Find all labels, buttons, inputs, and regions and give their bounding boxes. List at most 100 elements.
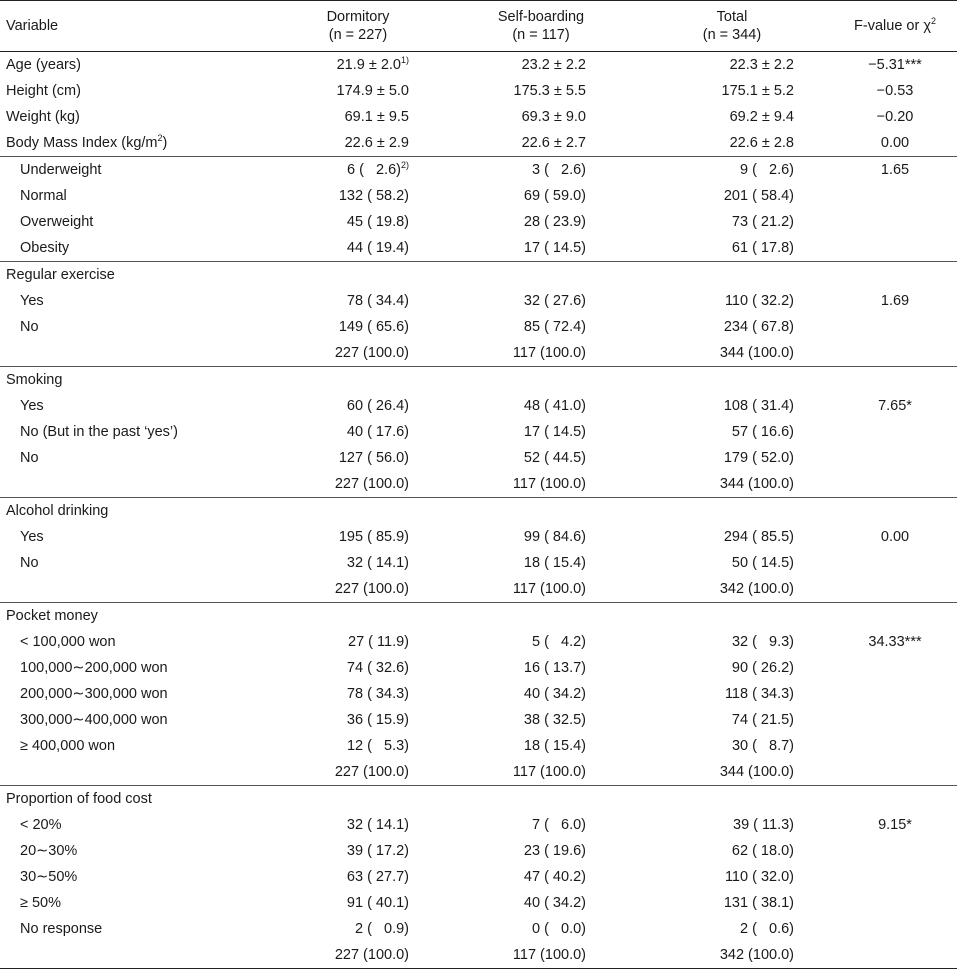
dormitory-cell: 44 ( 19.4): [346, 240, 409, 256]
total-cell: 61 ( 17.8): [731, 240, 794, 256]
self-boarding-cell: [451, 261, 631, 288]
table-row: Regular exercise: [0, 261, 957, 288]
header-dormitory-n: (n = 227): [328, 27, 388, 43]
dormitory-cell: 32 ( 14.1): [346, 555, 409, 571]
fvalue-cell: [833, 733, 957, 759]
self-boarding-cell: 17 ( 14.5): [523, 424, 586, 440]
dormitory-cell: 2 ( 0.9): [355, 921, 409, 937]
total-cell: 73 ( 21.2): [731, 214, 794, 230]
table-row: No 127 ( 56.0) 52 ( 44.5) 179 ( 52.0): [0, 445, 957, 471]
table-row: 30∼50% 63 ( 27.7) 47 ( 40.2) 110 ( 32.0): [0, 864, 957, 890]
table-row: ≥ 50% 91 ( 40.1) 40 ( 34.2) 131 ( 38.1): [0, 890, 957, 916]
header-total-n: (n = 344): [702, 27, 762, 43]
total-cell: [631, 785, 833, 812]
table-row: Height (cm) 174.9 ± 5.0 175.3 ± 5.5 175.1 ±…: [0, 78, 957, 104]
dormitory-cell: 63 ( 27.7): [346, 869, 409, 885]
total-cell: [631, 497, 833, 524]
table-header: Variable Dormitory (n = 227) Self-boardi…: [0, 0, 957, 52]
dormitory-cell: 22.6 ± 2.9: [344, 135, 409, 151]
dormitory-cell: 21.9 ± 2.01): [336, 55, 409, 73]
table-row: 20∼30% 39 ( 17.2) 23 ( 19.6) 62 ( 18.0): [0, 838, 957, 864]
row-label: [0, 471, 265, 498]
dormitory-cell: 12 ( 5.3): [346, 738, 409, 754]
dormitory-cell: 227 (100.0): [265, 942, 451, 969]
dormitory-cell: 6 ( 2.6)2): [265, 156, 451, 183]
dormitory-cell: [265, 261, 451, 288]
self-boarding-cell: 16 ( 13.7): [523, 660, 586, 676]
fvalue-cell: 1.69: [880, 293, 910, 309]
header-total: Total (n = 344): [631, 0, 833, 52]
dormitory-cell: [265, 366, 451, 393]
header-self-boarding-label: Self-boarding: [497, 9, 585, 25]
row-label: Yes: [20, 293, 44, 309]
row-label: No: [20, 319, 39, 335]
table-row: Yes 195 ( 85.9) 99 ( 84.6) 294 ( 85.5) 0.00: [0, 524, 957, 550]
header-variable: Variable: [0, 0, 265, 52]
self-boarding-cell: 7 ( 6.0): [532, 817, 586, 833]
self-boarding-cell: 117 (100.0): [512, 345, 586, 361]
self-boarding-cell: 40 ( 34.2): [523, 686, 586, 702]
dormitory-cell: 132 ( 58.2): [338, 188, 409, 204]
total-cell: 294 ( 85.5): [723, 529, 794, 545]
row-label: Alcohol drinking: [0, 497, 265, 524]
self-boarding-cell: 0 ( 0.0): [532, 921, 586, 937]
total-cell: 69.2 ± 9.4: [729, 109, 794, 125]
dormitory-cell: 40 ( 17.6): [346, 424, 409, 440]
total-cell: 344 (100.0): [719, 764, 794, 780]
total-cell: 50 ( 14.5): [731, 555, 794, 571]
dormitory-cell: 78 ( 34.3): [346, 686, 409, 702]
table-row: 227 (100.0) 117 (100.0) 342 (100.0): [0, 942, 957, 969]
row-label: Yes: [20, 529, 44, 545]
self-boarding-cell: 18 ( 15.4): [523, 738, 586, 754]
self-boarding-cell: [451, 602, 631, 629]
table-row: Normal 132 ( 58.2) 69 ( 59.0) 201 ( 58.4): [0, 183, 957, 209]
self-boarding-cell: 40 ( 34.2): [523, 895, 586, 911]
dormitory-cell: 74 ( 32.6): [346, 660, 409, 676]
fvalue-cell: [833, 864, 957, 890]
row-label: < 100,000 won: [20, 634, 116, 650]
fvalue-cell: 34.33***: [868, 634, 922, 650]
fvalue-cell: [833, 602, 957, 629]
dormitory-cell: 174.9 ± 5.0: [336, 83, 409, 99]
table-row: < 20% 32 ( 14.1) 7 ( 6.0) 39 ( 11.3) 9.15*: [0, 812, 957, 838]
total-cell: 90 ( 26.2): [731, 660, 794, 676]
row-label: No (But in the past ‘yes’): [20, 424, 178, 440]
self-boarding-cell: 99 ( 84.6): [523, 529, 586, 545]
row-label: [0, 942, 265, 969]
self-boarding-cell: 47 ( 40.2): [523, 869, 586, 885]
fvalue-cell: [833, 497, 957, 524]
table-row: Obesity 44 ( 19.4) 17 ( 14.5) 61 ( 17.8): [0, 235, 957, 262]
dormitory-cell: 32 ( 14.1): [346, 817, 409, 833]
fvalue-cell: [833, 655, 957, 681]
fvalue-cell: −5.31***: [868, 57, 922, 73]
total-cell: 342 (100.0): [631, 942, 833, 969]
self-boarding-cell: 48 ( 41.0): [523, 398, 586, 414]
fvalue-cell: [833, 785, 957, 812]
row-label: 100,000∼200,000 won: [20, 660, 168, 676]
table-row: 227 (100.0) 117 (100.0) 344 (100.0): [0, 471, 957, 498]
self-boarding-cell: [451, 366, 631, 393]
table-row: Alcohol drinking: [0, 497, 957, 524]
dormitory-cell: 69.1 ± 9.5: [344, 109, 409, 125]
row-label: Overweight: [20, 214, 94, 230]
self-boarding-cell: 3 ( 2.6): [451, 156, 631, 183]
fvalue-cell: [833, 681, 957, 707]
row-label: No response: [20, 921, 103, 937]
self-boarding-cell: 38 ( 32.5): [523, 712, 586, 728]
header-fvalue-label: F-value or χ: [854, 18, 931, 34]
table-row: Pocket money: [0, 602, 957, 629]
fvalue-cell: [833, 235, 957, 262]
row-label: 20∼30%: [20, 843, 78, 859]
dormitory-cell: 227 (100.0): [334, 581, 409, 597]
row-label: Weight (kg): [6, 109, 80, 125]
dormitory-cell: 227 (100.0): [334, 345, 409, 361]
fvalue-cell: 1.65: [833, 156, 957, 183]
table-row: ≥ 400,000 won 12 ( 5.3) 18 ( 15.4) 30 ( 8.7…: [0, 733, 957, 759]
table-row: No response 2 ( 0.9) 0 ( 0.0) 2 ( 0.6): [0, 916, 957, 942]
self-boarding-cell: 117 (100.0): [451, 942, 631, 969]
fvalue-cell: −0.20: [876, 109, 914, 125]
dormitory-cell: 60 ( 26.4): [346, 398, 409, 414]
header-dormitory: Dormitory (n = 227): [265, 0, 451, 52]
row-label: No: [20, 555, 39, 571]
row-label: 300,000∼400,000 won: [20, 712, 168, 728]
